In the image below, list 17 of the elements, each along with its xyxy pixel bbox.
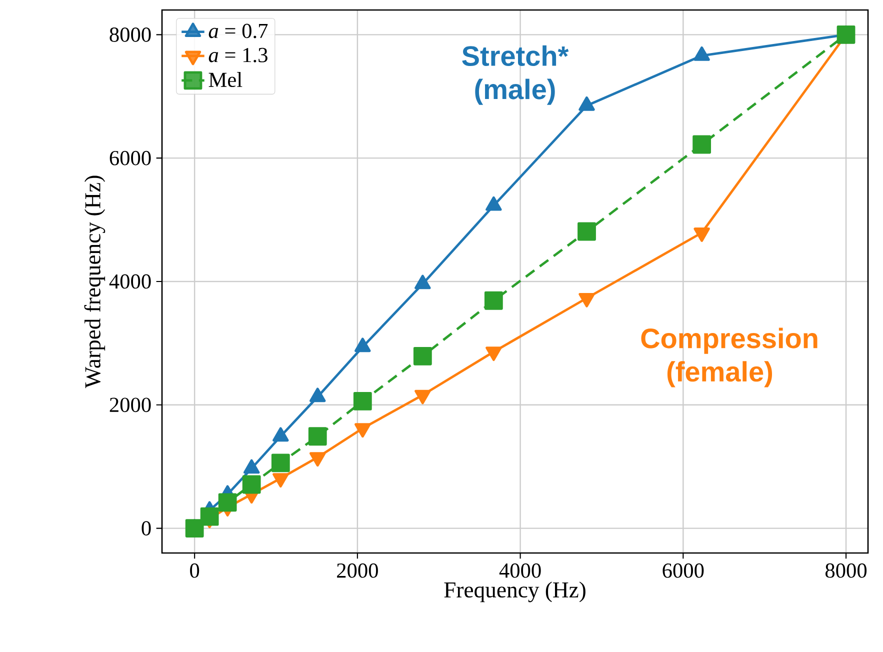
annotation: Compression (female) bbox=[641, 328, 818, 388]
legend-label: a = 0.7 bbox=[208, 24, 268, 38]
x-tick-label: 4000 bbox=[499, 563, 541, 578]
y-tick-label: 8000 bbox=[110, 27, 151, 42]
x-axis-title: Frequency (Hz) bbox=[444, 582, 586, 602]
y-tick-label: 6000 bbox=[110, 150, 151, 166]
x-tick-label: 0 bbox=[190, 563, 200, 578]
y-tick-label: 2000 bbox=[110, 398, 151, 412]
y-axis-title: Warped frequency (Hz) bbox=[84, 176, 106, 388]
y-tick-label: 0 bbox=[142, 521, 151, 536]
x-tick-label: 8000 bbox=[826, 563, 867, 578]
x-tick-label: 6000 bbox=[662, 563, 704, 578]
annotation: Stretch* (male) bbox=[462, 45, 569, 105]
y-tick-label: 4000 bbox=[109, 274, 151, 289]
legend-label: a = 1.3 bbox=[208, 48, 268, 62]
legend-label: Mel bbox=[208, 72, 242, 88]
x-tick-label: 2000 bbox=[337, 563, 378, 578]
